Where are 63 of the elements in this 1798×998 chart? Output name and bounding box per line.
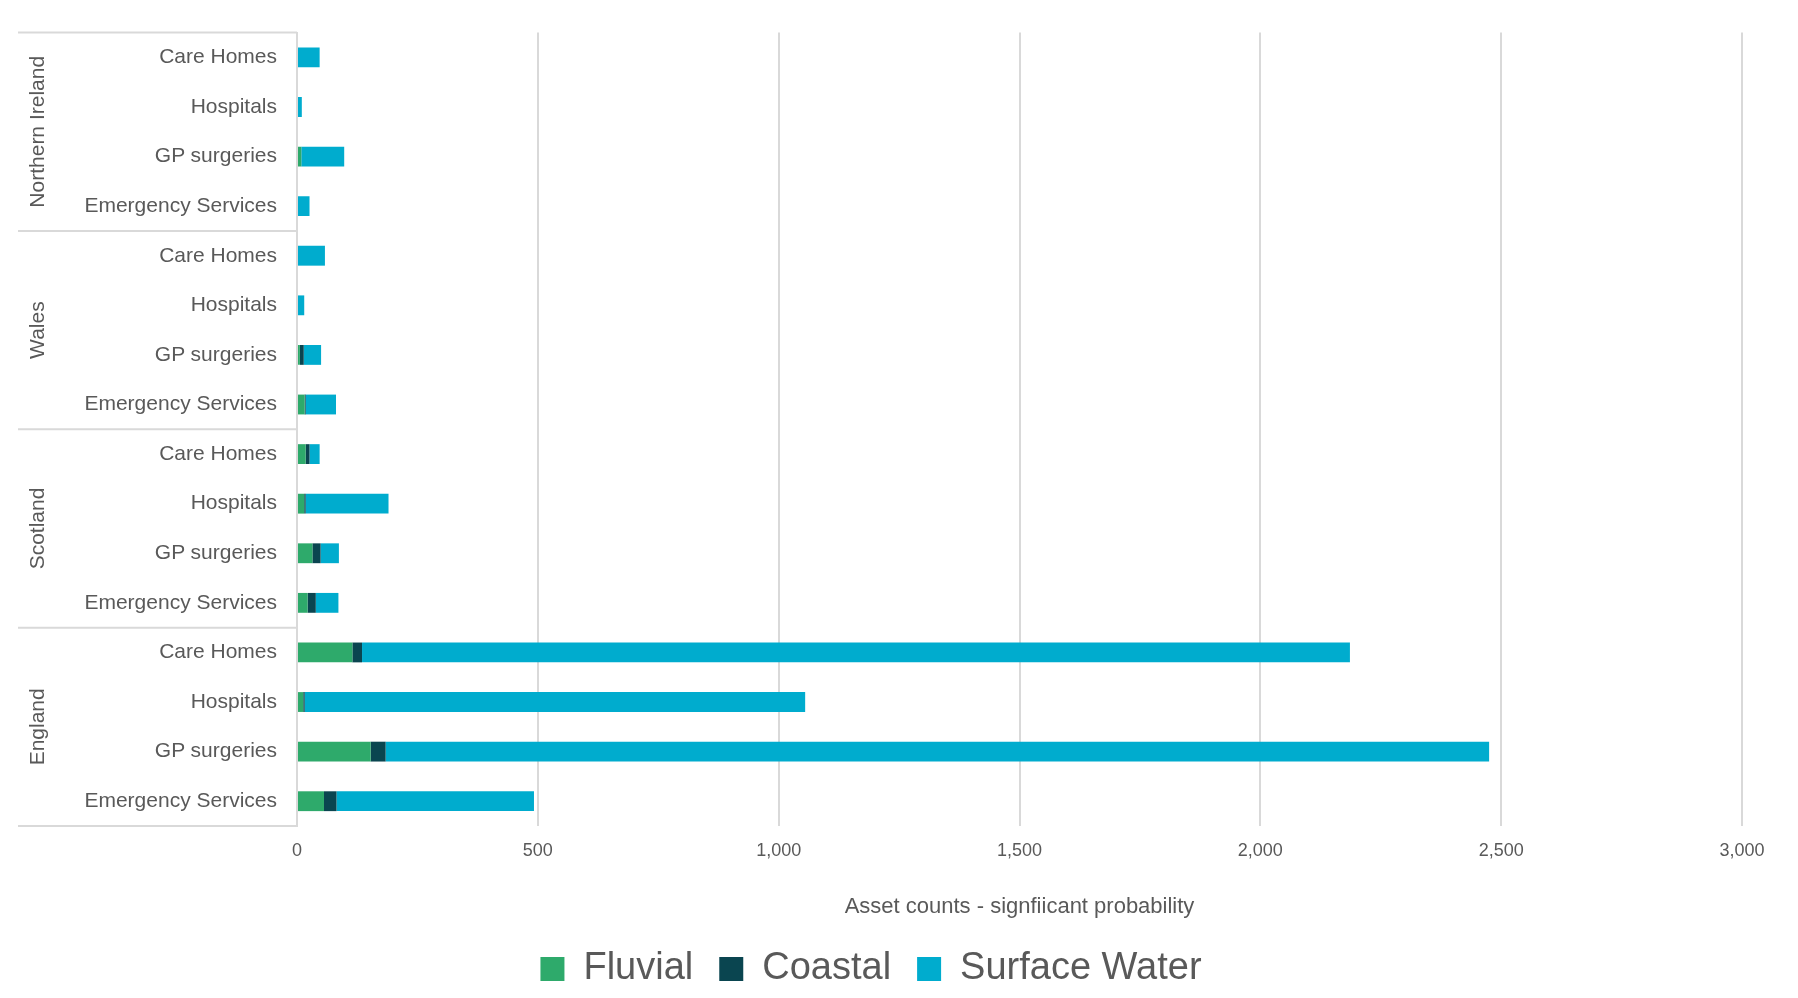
text: Scotland	[24, 487, 48, 570]
y-tick-label: Hospitals	[190, 93, 277, 117]
bar	[303, 345, 322, 365]
y-tick-label: Care Homes	[159, 44, 277, 68]
bar	[309, 444, 320, 465]
bar	[298, 295, 305, 316]
x-tick-label: 1,000	[756, 839, 802, 860]
x-tick-label: 2,500	[1478, 839, 1524, 860]
x-tick-label: 1,500	[996, 839, 1043, 860]
y-tick-label: Care Homes	[159, 639, 277, 663]
bar	[312, 543, 321, 564]
text: England	[24, 688, 48, 766]
y-tick-label: GP surgeries	[154, 143, 277, 167]
y-tick-label: Care Homes	[159, 440, 277, 464]
bar	[298, 394, 305, 415]
bar	[298, 245, 325, 266]
bar	[370, 741, 386, 762]
y-tick-label: Hospitals	[190, 292, 277, 316]
legend-label: Coastal	[762, 945, 892, 988]
bar	[315, 592, 339, 613]
bar	[304, 692, 806, 712]
x-axis-title: Asset counts - signfiicant probability	[844, 892, 1195, 918]
bar	[298, 741, 371, 762]
bar	[298, 493, 305, 514]
bar	[298, 444, 306, 465]
bar	[298, 692, 304, 712]
bar	[307, 592, 316, 613]
x-tick-label: 2,000	[1237, 839, 1283, 860]
y-tick-label: Care Homes	[159, 242, 277, 266]
y-tick-label: GP surgeries	[154, 738, 277, 762]
x-tick-label: 0	[291, 839, 303, 860]
bar	[298, 642, 353, 663]
bar	[301, 146, 345, 167]
y-tick-label: GP surgeries	[154, 540, 277, 564]
y-tick-label: GP surgeries	[154, 341, 277, 365]
bar	[305, 394, 337, 415]
x-tick-label: 500	[522, 839, 553, 860]
bar	[323, 791, 337, 812]
bar	[298, 791, 324, 812]
bar	[385, 741, 1490, 762]
y-tick-label: Emergency Services	[84, 788, 277, 811]
legend-label: Surface Water	[960, 945, 1202, 988]
y-tick-label: Hospitals	[190, 490, 277, 514]
bar	[298, 97, 302, 117]
bar	[320, 543, 339, 564]
bar	[298, 543, 313, 564]
bar	[305, 493, 389, 514]
text: Wales	[24, 301, 48, 359]
x-tick-label: 3,000	[1719, 839, 1765, 860]
bar	[299, 345, 304, 365]
y-tick-label: Emergency Services	[84, 192, 277, 216]
bar	[298, 47, 320, 68]
bar	[298, 592, 308, 613]
bar	[298, 196, 310, 217]
text: Northern Ireland	[24, 55, 48, 208]
bar	[362, 642, 1350, 663]
y-tick-label: Hospitals	[190, 688, 277, 712]
y-tick-label: Emergency Services	[84, 391, 277, 415]
bar	[336, 791, 534, 812]
bar	[305, 444, 310, 465]
legend-label: Fluvial	[583, 945, 694, 988]
y-tick-label: Emergency Services	[84, 589, 277, 613]
bar	[352, 642, 363, 663]
